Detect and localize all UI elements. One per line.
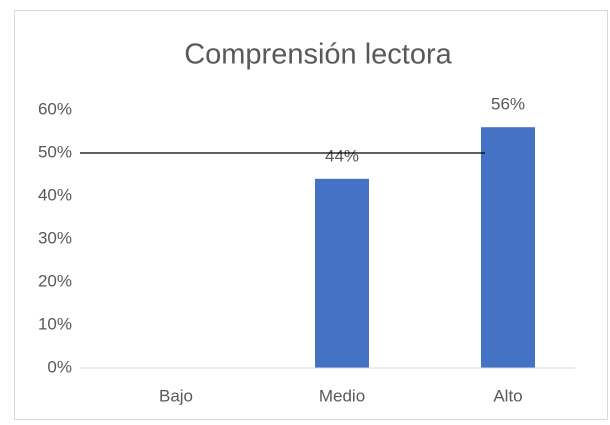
bar xyxy=(481,127,535,368)
y-tick-label: 20% xyxy=(38,271,72,290)
y-tick-label: 30% xyxy=(38,228,72,247)
y-tick-label: 40% xyxy=(38,185,72,204)
x-tick-label: Alto xyxy=(493,386,522,405)
data-label: 44% xyxy=(325,146,359,165)
y-tick-label: 10% xyxy=(38,314,72,333)
data-label: 56% xyxy=(491,95,525,114)
y-tick-label: 60% xyxy=(38,99,72,118)
x-tick-label: Bajo xyxy=(159,386,193,405)
y-tick-label: 0% xyxy=(47,357,72,376)
x-tick-label: Medio xyxy=(319,386,365,405)
chart-title: Comprensión lectora xyxy=(184,39,452,71)
bar xyxy=(315,178,369,368)
y-tick-label: 50% xyxy=(38,142,72,161)
